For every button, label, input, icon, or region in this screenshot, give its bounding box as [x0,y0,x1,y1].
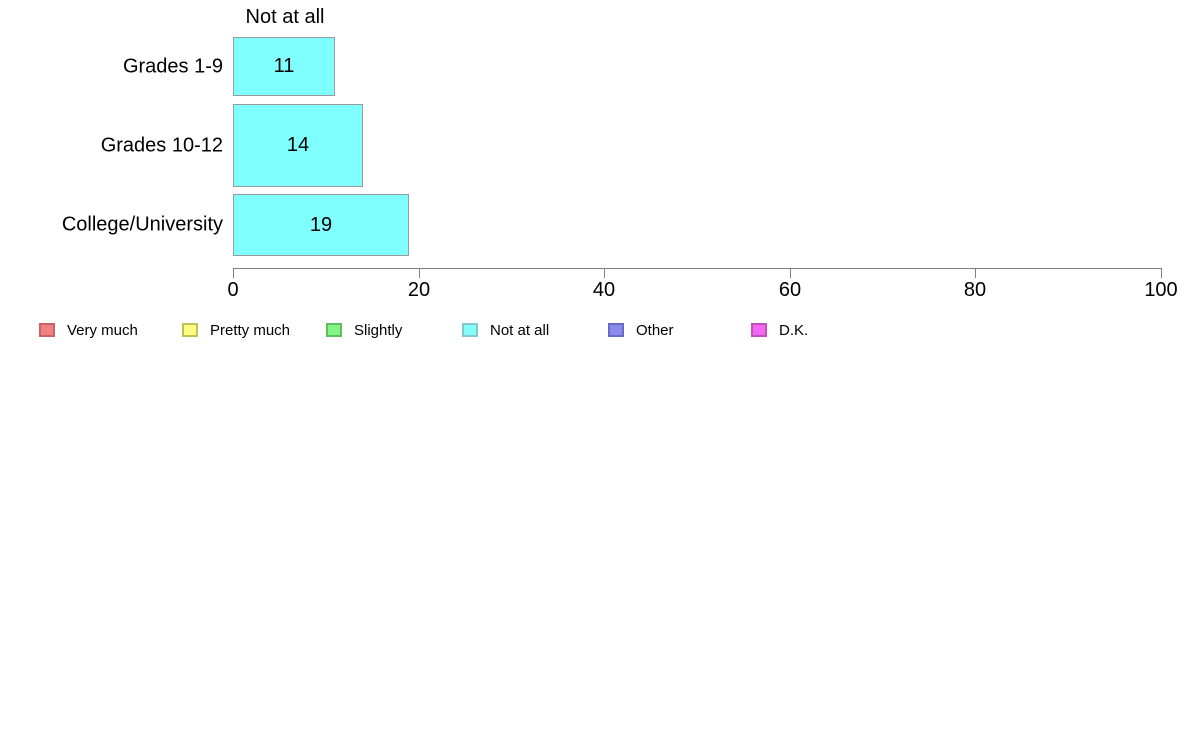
legend-label: Not at all [490,321,550,339]
chart-row: Grades 10-12 14 [0,104,1188,187]
legend-swatch-icon [39,323,55,337]
bar: 11 [233,37,335,96]
x-axis-tick-label: 40 [592,279,616,301]
bar-value-label: 11 [273,55,295,77]
bar-value-label: 19 [309,213,333,236]
legend-item: Not at all [462,320,549,340]
x-axis-tick [1161,268,1162,278]
legend-item: Very much [39,320,138,340]
legend-item: D.K. [751,320,808,340]
legend-label: D.K. [779,321,809,339]
x-axis-tick-label: 60 [778,279,802,301]
chart-row: College/University 19 [0,194,1188,256]
x-axis-tick-label: 100 [1144,279,1178,301]
x-axis-tick [233,268,234,278]
legend-swatch-icon [751,323,767,337]
chart-row: Grades 1-9 11 [0,37,1188,96]
x-axis-tick [975,268,976,278]
legend-item: Pretty much [182,320,290,340]
legend-label: Slightly [354,321,403,339]
legend: Very much Pretty much Slightly Not at all Ot… [0,320,1188,342]
legend-swatch-icon [326,323,342,337]
x-axis-tick-label: 0 [227,279,239,301]
chart-title: Not at all [245,6,325,28]
bar-value-label: 14 [286,134,310,156]
x-axis-tick [790,268,791,278]
bar: 14 [233,104,363,187]
x-axis-tick-label: 20 [407,279,431,301]
legend-swatch-icon [182,323,198,337]
x-axis-tick [604,268,605,278]
category-label: Grades 1-9 [122,55,223,77]
legend-label: Very much [67,321,138,339]
legend-item: Slightly [326,320,402,340]
legend-item: Other [608,320,674,340]
legend-label: Other [636,321,674,339]
bar: 19 [233,194,409,256]
x-axis-tick-label: 80 [963,279,987,301]
legend-swatch-icon [462,323,478,337]
legend-label: Pretty much [210,321,291,339]
category-label: Grades 10-12 [100,134,223,156]
legend-swatch-icon [608,323,624,337]
x-axis-line [233,268,1161,269]
category-label: College/University [61,213,223,236]
x-axis-tick [419,268,420,278]
